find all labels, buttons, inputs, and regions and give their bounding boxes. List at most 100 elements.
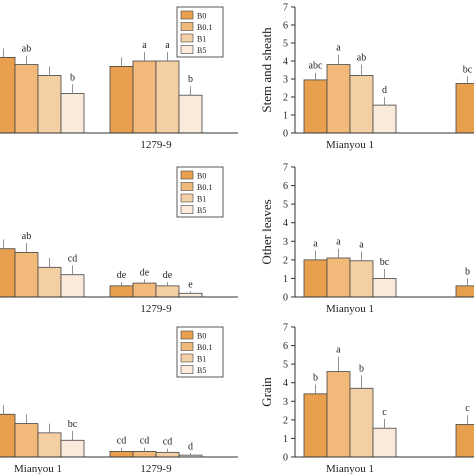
legend-label-B0.1: B0.1 <box>197 343 212 352</box>
chart-panel-middle-right: a b a a bc 0 1 2 3 4 5 6 7 Other leaves Mianyou 1 <box>259 163 474 315</box>
y-tick-label: 1 <box>283 274 288 285</box>
y-tick-label: 0 <box>283 129 288 140</box>
y-tick-label: 6 <box>283 341 288 352</box>
bar-B0.1-0 <box>14 423 39 458</box>
legend-swatch-B0.1 <box>180 182 194 191</box>
x-category-label: 1279-9 <box>140 139 172 151</box>
bar-B0.1-1 <box>132 282 157 298</box>
legend-label-B1: B1 <box>197 35 206 44</box>
significance-letter: a <box>336 345 341 356</box>
chart-panel-top-right: abc bc a ab d 0 1 2 3 4 5 6 7 Stem and sheath Mianyou … <box>259 3 474 151</box>
y-axis-label: Grain <box>259 377 274 407</box>
y-tick-label: 5 <box>283 39 288 50</box>
y-tick-label: 2 <box>283 255 288 266</box>
legend-label-B1: B1 <box>197 355 206 364</box>
y-tick-label: 1 <box>283 111 288 122</box>
bar-B1-0 <box>37 432 62 458</box>
legend-label-B5: B5 <box>197 46 206 55</box>
legend-label-B1: B1 <box>197 195 206 204</box>
significance-letter: cd <box>117 436 126 447</box>
y-tick-label: 3 <box>283 397 288 408</box>
legend-swatch-B0.1 <box>180 342 194 351</box>
y-tick-label: 4 <box>283 378 288 389</box>
y-tick-label: 7 <box>283 323 288 334</box>
legend-swatch-B1 <box>180 193 194 203</box>
bar-B0.1-1 <box>132 60 157 134</box>
y-tick-label: 5 <box>283 360 288 371</box>
y-tick-label: 1 <box>283 434 288 445</box>
significance-letter: a <box>165 40 170 51</box>
x-category-label: Mianyou 1 <box>14 463 62 474</box>
legend-swatch-B5 <box>180 45 194 54</box>
legend-swatch-B0 <box>180 330 194 340</box>
legend-swatch-B5 <box>180 365 194 374</box>
chart-panel-middle-left: de ab de de cd e 1279-9 B0 B0.1 B1 B5 <box>0 166 238 315</box>
bar-B5-0 <box>372 427 397 458</box>
bar-B1-0 <box>37 266 62 298</box>
bar-B0.1-1 <box>132 451 157 458</box>
significance-letter: a <box>359 240 364 251</box>
bar-B0-0 <box>303 79 328 134</box>
significance-letter: b <box>188 74 193 85</box>
significance-letter: c <box>465 403 470 414</box>
bar-B0.1-0 <box>14 64 39 134</box>
y-tick-label: 0 <box>283 293 288 304</box>
legend-label-B0.1: B0.1 <box>197 183 212 192</box>
bar-B1-0 <box>349 387 374 458</box>
significance-letter: e <box>188 279 193 290</box>
significance-letter: b <box>313 373 318 384</box>
legend-swatch-B0 <box>180 10 194 20</box>
bar-B0-1 <box>109 285 134 298</box>
y-tick-label: 0 <box>283 453 288 464</box>
significance-letter: de <box>117 270 127 281</box>
legend-swatch-B5 <box>180 205 194 214</box>
bar-B0-1 <box>109 66 134 134</box>
bar-B0.1-0 <box>326 64 351 134</box>
bar-B1-1 <box>155 285 180 298</box>
bar-B5-0 <box>60 93 85 134</box>
x-category-label: Mianyou 1 <box>326 463 374 474</box>
bar-B5-0 <box>372 104 397 134</box>
bar-B0-0 <box>0 57 16 134</box>
legend-swatch-B1 <box>180 33 194 43</box>
bar-B0.1-0 <box>326 371 351 458</box>
y-tick-label: 3 <box>283 75 288 86</box>
significance-letter: bc <box>68 419 78 430</box>
y-tick-label: 3 <box>283 237 288 248</box>
legend: B0 B0.1 B1 B5 <box>176 166 224 218</box>
chart-panel-bottom-left: cd cd cd bc d Mianyou 1 1279-9 B0 B0.1 B1 B5 <box>0 326 238 474</box>
y-tick-label: 4 <box>283 57 288 68</box>
bar-B1-0 <box>349 260 374 298</box>
bar-B5-0 <box>60 439 85 458</box>
significance-letter: a <box>313 239 318 250</box>
x-category-label: Mianyou 1 <box>326 303 374 315</box>
legend-label-B0: B0 <box>197 12 206 21</box>
bar-B1-1 <box>155 60 180 134</box>
y-axis-label: Stem and sheath <box>259 27 274 113</box>
significance-letter: a <box>336 43 341 54</box>
y-tick-label: 2 <box>283 93 288 104</box>
bar-B0.1-0 <box>14 252 39 298</box>
legend-swatch-B0.1 <box>180 22 194 31</box>
y-tick-label: 7 <box>283 163 288 174</box>
y-tick-label: 7 <box>283 3 288 14</box>
bar-B0-1 <box>455 424 474 458</box>
legend: B0 B0.1 B1 B5 <box>176 326 224 378</box>
legend-label-B0: B0 <box>197 172 206 181</box>
bar-B5-0 <box>60 274 85 298</box>
bar-B0.1-0 <box>326 257 351 298</box>
bar-B1-1 <box>155 451 180 458</box>
significance-letter: abc <box>309 61 323 72</box>
chart-panel-bottom-right: b c a b c 0 1 2 3 4 5 6 7 Grain Mianyou 1 <box>259 323 474 474</box>
bar-B5-1 <box>178 292 203 298</box>
bar-B5-0 <box>372 278 397 298</box>
significance-letter: ab <box>357 53 366 64</box>
significance-letter: de <box>163 270 173 281</box>
y-tick-label: 6 <box>283 21 288 32</box>
significance-letter: de <box>140 267 150 278</box>
significance-letter: c <box>382 407 387 418</box>
significance-letter: ab <box>22 231 31 242</box>
bar-B5-1 <box>178 94 203 134</box>
y-tick-label: 2 <box>283 415 288 426</box>
